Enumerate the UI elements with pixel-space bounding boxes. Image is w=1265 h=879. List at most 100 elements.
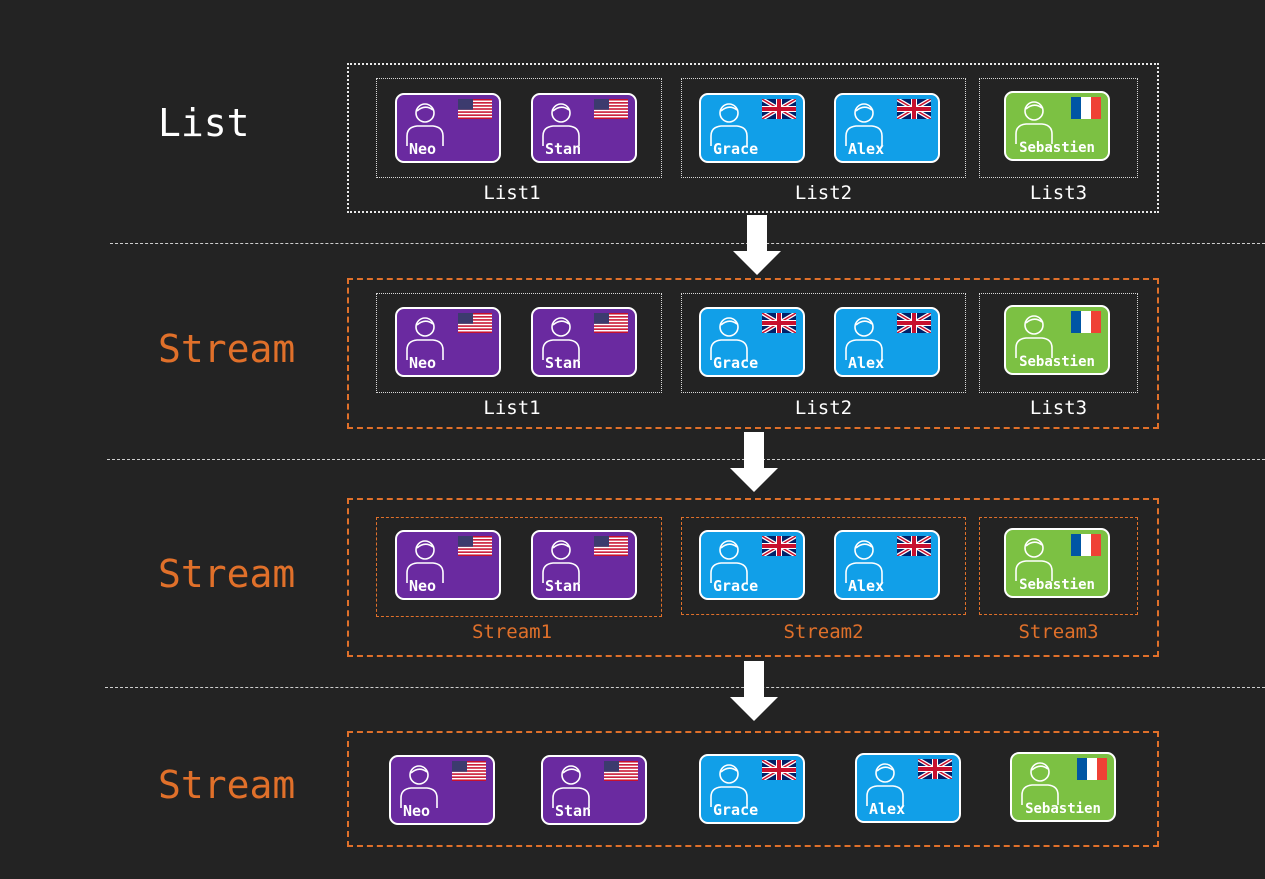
person-name: Alex xyxy=(848,140,885,158)
person-card-alex: Alex xyxy=(834,307,940,377)
france-flag-icon xyxy=(1071,311,1101,333)
person-icon xyxy=(400,765,438,808)
person-icon xyxy=(406,103,444,146)
person-card-neo: Neo xyxy=(395,307,501,377)
person-name: Grace xyxy=(713,577,759,595)
person-card-stan: Stan xyxy=(531,93,637,163)
person-icon xyxy=(866,763,904,806)
person-name: Stan xyxy=(545,577,582,595)
person-card-neo: Neo xyxy=(395,530,501,600)
person-name: Sebastien xyxy=(1019,577,1095,593)
person-name: Neo xyxy=(409,577,437,595)
uk-flag-icon xyxy=(762,760,796,780)
person-icon xyxy=(845,317,883,360)
uk-flag-icon xyxy=(897,99,931,119)
row-container xyxy=(347,278,1159,429)
france-flag-icon xyxy=(1071,534,1101,556)
group-container xyxy=(681,293,966,393)
stage-separator xyxy=(110,243,1265,244)
uk-flag-icon xyxy=(762,313,796,333)
group-label: List3 xyxy=(1029,182,1088,204)
france-flag-icon xyxy=(1077,758,1107,780)
person-card-grace: Grace xyxy=(699,754,805,824)
uk-flag-icon xyxy=(762,536,796,556)
person-icon xyxy=(845,540,883,583)
person-name: Neo xyxy=(403,802,431,820)
person-card-neo: Neo xyxy=(395,93,501,163)
person-icon xyxy=(710,103,748,146)
person-name: Sebastien xyxy=(1025,801,1101,817)
stage-separator xyxy=(105,687,1265,688)
person-card-neo: Neo xyxy=(389,755,495,825)
us-flag-icon xyxy=(604,761,638,781)
person-card-stan: Stan xyxy=(531,307,637,377)
group-container xyxy=(681,517,966,615)
group-label: List2 xyxy=(794,182,853,204)
group-container xyxy=(376,293,662,393)
person-card-sebastien: Sebastien xyxy=(1010,752,1116,822)
person-card-sebastien: Sebastien xyxy=(1004,528,1110,598)
person-icon xyxy=(552,765,590,808)
row-label: Stream xyxy=(158,552,296,596)
person-name: Grace xyxy=(713,140,759,158)
person-icon xyxy=(1015,315,1053,358)
group-container xyxy=(681,78,966,178)
person-icon xyxy=(1015,101,1053,144)
us-flag-icon xyxy=(594,99,628,119)
row-container xyxy=(347,731,1159,847)
person-icon xyxy=(1021,762,1059,805)
person-name: Alex xyxy=(848,354,885,372)
person-icon xyxy=(710,764,748,807)
person-card-alex: Alex xyxy=(834,530,940,600)
group-label: Stream3 xyxy=(1018,621,1099,643)
person-icon xyxy=(542,317,580,360)
stage-separator xyxy=(107,459,1265,460)
row-label: Stream xyxy=(158,327,296,371)
person-name: Grace xyxy=(713,354,759,372)
person-name: Sebastien xyxy=(1019,354,1095,370)
person-icon xyxy=(845,103,883,146)
row-label: List xyxy=(158,101,250,145)
uk-flag-icon xyxy=(762,99,796,119)
row-label: Stream xyxy=(158,763,296,807)
down-arrow-icon xyxy=(730,661,778,721)
person-icon xyxy=(542,540,580,583)
person-card-sebastien: Sebastien xyxy=(1004,305,1110,375)
person-name: Stan xyxy=(555,802,592,820)
person-name: Grace xyxy=(713,801,759,819)
person-name: Stan xyxy=(545,354,582,372)
row-container xyxy=(347,63,1159,213)
group-container xyxy=(979,517,1138,615)
group-label: List1 xyxy=(483,182,541,204)
group-container xyxy=(376,517,662,617)
person-name: Neo xyxy=(409,140,437,158)
us-flag-icon xyxy=(594,313,628,333)
person-name: Alex xyxy=(869,800,906,818)
group-label: Stream2 xyxy=(783,621,864,643)
group-label: List1 xyxy=(483,397,541,419)
person-card-grace: Grace xyxy=(699,93,805,163)
group-container xyxy=(979,78,1138,178)
us-flag-icon xyxy=(594,536,628,556)
person-icon xyxy=(710,540,748,583)
person-icon xyxy=(406,317,444,360)
group-container xyxy=(979,293,1138,393)
down-arrow-icon xyxy=(730,432,778,492)
uk-flag-icon xyxy=(897,536,931,556)
person-name: Neo xyxy=(409,354,437,372)
person-card-alex: Alex xyxy=(855,753,961,823)
france-flag-icon xyxy=(1071,97,1101,119)
us-flag-icon xyxy=(458,536,492,556)
person-card-sebastien: Sebastien xyxy=(1004,91,1110,161)
down-arrow-icon xyxy=(733,215,781,275)
uk-flag-icon xyxy=(897,313,931,333)
person-icon xyxy=(710,317,748,360)
person-card-grace: Grace xyxy=(699,530,805,600)
person-icon xyxy=(406,540,444,583)
person-card-stan: Stan xyxy=(541,755,647,825)
group-label: List2 xyxy=(794,397,853,419)
row-container xyxy=(347,498,1159,657)
person-card-stan: Stan xyxy=(531,530,637,600)
person-name: Sebastien xyxy=(1019,140,1095,156)
uk-flag-icon xyxy=(918,759,952,779)
